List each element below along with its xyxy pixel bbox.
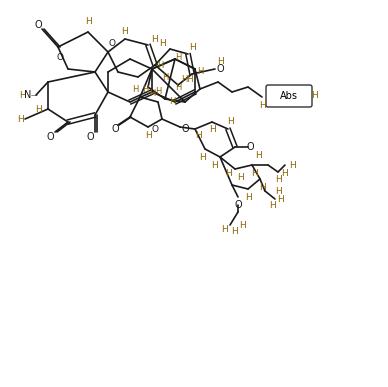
Text: H: H [169,98,175,106]
Text: H: H [244,192,251,202]
Text: H: H [132,84,138,94]
Text: H: H [35,104,42,113]
Text: H: H [189,43,196,51]
Text: O: O [234,200,242,210]
Text: O: O [57,53,64,62]
Text: O: O [181,124,189,134]
Text: H: H [157,60,163,70]
Text: H: H [222,226,229,235]
Text: H: H [225,170,231,178]
Text: O: O [109,38,116,48]
Text: N: N [24,90,32,100]
Text: H: H [275,175,281,183]
Text: H: H [209,125,215,135]
Text: H: H [259,101,265,111]
Text: H: H [237,173,243,182]
Text: H: H [152,34,158,43]
Text: H: H [197,67,203,77]
Text: H: H [217,57,223,65]
Text: H: H [255,151,262,159]
Text: H: H [159,38,165,48]
Text: H: H [239,221,245,229]
Text: H: H [121,26,128,36]
Text: H: H [195,130,201,139]
Text: O: O [216,64,224,74]
Text: H: H [175,82,181,91]
Text: H: H [259,183,265,192]
FancyBboxPatch shape [266,85,312,107]
Text: H: H [175,53,181,62]
Text: H: H [227,118,233,127]
Text: H: H [155,87,161,96]
Text: H: H [277,195,283,204]
Text: H: H [211,161,218,170]
Text: H: H [19,91,25,99]
Text: H: H [232,228,238,236]
Text: H: H [162,72,168,82]
Text: H: H [142,84,148,94]
Text: O: O [111,124,119,134]
Text: O: O [246,142,254,152]
Text: O: O [34,20,42,30]
Text: H: H [252,168,258,178]
Text: H: H [145,130,151,139]
Text: H: H [17,115,23,123]
Text: O: O [151,125,159,135]
Text: H: H [85,17,92,26]
Text: H: H [275,187,281,195]
Text: HH: HH [182,75,194,84]
Text: —: — [31,92,38,98]
Text: Abs: Abs [280,91,298,101]
Text: H: H [289,161,295,170]
Text: O: O [46,132,54,142]
Text: H: H [268,200,275,209]
Text: O: O [86,132,94,142]
Text: H: H [149,89,155,98]
Text: H: H [312,91,319,101]
Text: H: H [282,170,288,178]
Text: H: H [199,152,205,161]
